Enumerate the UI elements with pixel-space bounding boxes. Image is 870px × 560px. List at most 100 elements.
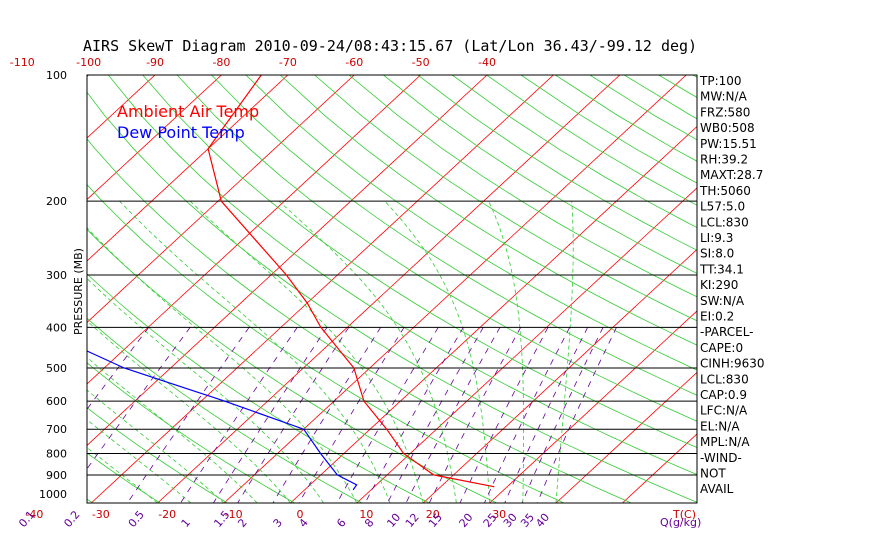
dry-adiabat-line (87, 228, 497, 503)
dry-adiabat-line (865, 75, 870, 503)
index-item: SI:8.0 (700, 247, 734, 261)
profile-point (320, 452, 322, 455)
mixing-ratio-line (428, 327, 522, 503)
dry-adiabat-line (107, 75, 697, 476)
moist-adiabat-line (488, 201, 524, 503)
pressure-tick-label: 300 (46, 269, 67, 282)
isotherm-line (87, 75, 421, 385)
index-item: KI:290 (700, 278, 738, 292)
mixing-ratio-line (127, 327, 250, 503)
isotherm-line (290, 125, 697, 503)
isotherm-line (87, 75, 289, 262)
index-item: NOT (700, 467, 726, 481)
pressure-tick-label: 900 (46, 469, 67, 482)
profile-point (223, 400, 226, 402)
isotherm-line (90, 75, 554, 503)
dry-adiabat-line (142, 75, 697, 449)
dry-adiabat-line (314, 75, 697, 322)
moist-adiabat-line (87, 447, 158, 503)
bottom-temp-tick-label: 30 (492, 508, 506, 521)
bottom-temp-tick-label: -20 (158, 508, 176, 521)
profile-point (285, 274, 287, 276)
index-item: SW:N/A (700, 294, 745, 308)
dry-adiabat-line (0, 75, 25, 503)
isotherm-line (87, 75, 222, 201)
bottom-temp-tick-label: -10 (225, 508, 243, 521)
legend-air-temp: Ambient Air Temp (117, 102, 259, 121)
index-item: EI:0.2 (700, 310, 734, 324)
dry-adiabat-line (383, 75, 697, 274)
pressure-tick-label: 1000 (39, 488, 67, 501)
profile-point (35, 327, 36, 328)
pressure-tick-label: 800 (46, 448, 67, 461)
index-item: TP:100 (699, 74, 742, 88)
moist-adiabat-line (87, 277, 324, 503)
profile-point (5, 274, 6, 275)
isotherm-line (555, 371, 697, 503)
dry-adiabat-line (280, 75, 697, 346)
dry-adiabat-line (87, 317, 363, 503)
mixing-ratio-line (180, 327, 298, 503)
profile-point (433, 474, 435, 476)
pressure-axis: 100 200 300 400 500 600 700 800 900 1000 (39, 69, 67, 501)
mixing-ratio-tick-label: 12 (403, 511, 422, 530)
profile-point (493, 486, 495, 488)
index-item: -WIND- (700, 451, 742, 465)
isotherm-line (157, 75, 621, 503)
dry-adiabat-line (87, 91, 697, 503)
isotherm-line (223, 75, 687, 503)
mixing-ratio-line (521, 327, 604, 503)
isotherm-line (87, 75, 355, 323)
chart-title: AIRS SkewT Diagram 2010-09-24/08:43:15.6… (83, 37, 697, 55)
x-axis-unit-label: T(C) (672, 508, 696, 521)
bottom-temp-tick-label: 20 (426, 508, 440, 521)
mixing-ratio-line (459, 327, 549, 503)
mixing-ratio-tick-label: 6 (334, 516, 348, 530)
profile-point (207, 148, 209, 150)
index-item: MW:N/A (700, 90, 748, 104)
dry-adiabat-line (245, 75, 697, 371)
profile-point (352, 488, 354, 491)
isotherm-line (422, 248, 697, 503)
top-temp-tick-label: -100 (76, 56, 101, 69)
index-item: L57:5.0 (700, 200, 745, 214)
moist-adiabat-line (87, 356, 258, 503)
dry-adiabat-line (87, 184, 565, 503)
top-temp-tick-label: -70 (279, 56, 297, 69)
index-item: PW:15.51 (700, 137, 757, 151)
mixing-ratio-line (87, 327, 191, 470)
profile-point (356, 484, 358, 486)
index-item: -PARCEL- (700, 325, 754, 339)
mixing-ratio-tick-label: 40 (533, 511, 552, 530)
mixing-ratio-line (272, 327, 382, 503)
dry-adiabat-line (87, 138, 632, 503)
mixing-ratio-line (213, 327, 328, 503)
mixing-ratio-tick-label: 20 (457, 511, 476, 530)
mixing-ratio-line (364, 327, 464, 503)
profile-point (320, 326, 322, 328)
moist-adiabat-line (190, 200, 424, 503)
profile-point (123, 367, 125, 369)
pressure-tick-label: 600 (46, 395, 67, 408)
isotherm-line (0, 75, 22, 503)
profile-point (303, 428, 305, 430)
mixing-ratio-line (298, 327, 405, 503)
index-item: CAP:0.9 (700, 388, 747, 402)
mixing-ratio-line (387, 327, 484, 503)
dry-adiabat-line (417, 75, 697, 251)
mixing-ratio-unit-label: Q(g/kg) (660, 516, 701, 529)
dry-adiabat-line (451, 75, 697, 229)
dry-adiabat-line (796, 75, 870, 503)
moist-adiabat-line (555, 201, 574, 503)
isotherm-line (356, 187, 697, 503)
mixing-ratio-line (336, 327, 439, 503)
pressure-tick-label: 100 (46, 69, 67, 82)
moist-adiabat-line (87, 389, 225, 503)
dry-adiabat-line (762, 75, 870, 503)
mixing-ratio-line (504, 327, 589, 503)
pressure-tick-label: 400 (46, 321, 67, 334)
top-temp-tick-label: -90 (146, 56, 164, 69)
index-item: LFC:N/A (700, 404, 748, 418)
index-item: AVAIL (700, 482, 734, 496)
